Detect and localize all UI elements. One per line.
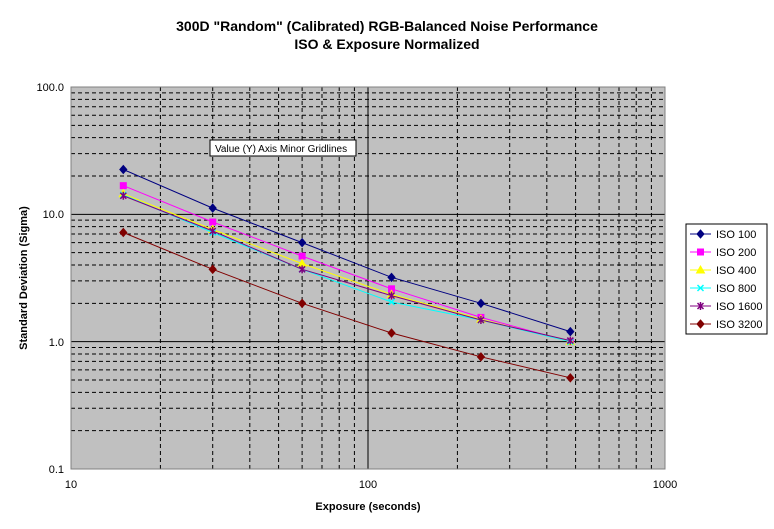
data-point-iso-1600: [477, 315, 485, 324]
data-point-iso-3200: [208, 264, 217, 275]
legend-label-iso-800: ISO 800: [716, 283, 756, 295]
tooltip-text: Value (Y) Axis Minor Gridlines: [215, 144, 347, 155]
data-point-iso-100: [476, 298, 486, 309]
data-point-iso-3200: [119, 227, 128, 238]
gridlines: [70, 86, 666, 470]
legend-item-iso-400: ISO 400: [690, 264, 756, 277]
legend-marker-iso-800: [696, 284, 705, 292]
chart-title: 300D "Random" (Calibrated) RGB-Balanced …: [176, 18, 598, 34]
data-point-iso-3200: [387, 328, 396, 338]
series-line-iso-100: [123, 169, 571, 333]
data-point-iso-100: [119, 164, 128, 175]
data-point-iso-1600: [566, 336, 574, 345]
data-point-iso-200: [298, 252, 306, 260]
legend-item-iso-1600: ISO 1600: [690, 301, 762, 313]
y-axis-tick-labels: 0.1 1.0 10.0 100.0: [36, 82, 64, 476]
data-point-iso-1600: [209, 226, 217, 235]
legend-marker-iso-3200: [696, 319, 705, 329]
legend-marker-iso-1600: [696, 302, 705, 310]
data-series: [118, 164, 576, 383]
data-point-iso-1600: [387, 291, 396, 300]
series-iso-1600: [119, 191, 574, 345]
legend-label-iso-400: ISO 400: [716, 265, 756, 277]
legend-label-iso-3200: ISO 3200: [716, 319, 762, 331]
legend-item-iso-3200: ISO 3200: [690, 319, 762, 331]
data-point-iso-100: [297, 237, 307, 248]
data-point-iso-200: [119, 182, 127, 190]
legend-marker-iso-100: [696, 229, 705, 239]
chart-subtitle: ISO & Exposure Normalized: [294, 36, 479, 52]
legend-item-iso-200: ISO 200: [690, 247, 756, 259]
data-point-iso-3200: [476, 352, 486, 362]
legend-label-iso-200: ISO 200: [716, 247, 756, 259]
data-point-iso-100: [566, 326, 575, 337]
data-point-iso-800: [387, 298, 396, 306]
legend-label-iso-1600: ISO 1600: [716, 301, 762, 313]
y-tick-label-1.0: 1.0: [49, 337, 64, 349]
y-tick-label-100.0: 100.0: [36, 82, 64, 94]
series-iso-3200: [119, 227, 575, 383]
series-line-iso-3200: [123, 232, 571, 379]
legend-marker-iso-400: [695, 264, 706, 274]
x-axis-title: Exposure (seconds): [315, 501, 420, 513]
series-iso-100: [119, 164, 575, 337]
x-tick-label-100: 100: [359, 479, 377, 491]
data-point-iso-200: [209, 218, 217, 226]
y-tick-label-10.0: 10.0: [43, 209, 64, 221]
plot-border: [70, 86, 666, 470]
x-axis-tick-labels: 10 100 1000: [65, 479, 677, 491]
data-point-iso-100: [208, 203, 217, 213]
legend: ISO 100 ISO 200 ISO 400 ISO 800 ISO 1600 ISO …: [685, 223, 768, 335]
data-point-iso-3200: [566, 373, 575, 383]
data-point-iso-1600: [119, 191, 127, 200]
legend-item-iso-100: ISO 100: [690, 229, 756, 241]
tooltip-box: [209, 139, 357, 157]
x-tick-label-10: 10: [65, 479, 77, 491]
data-point-iso-100: [387, 272, 396, 283]
x-tick-label-1000: 1000: [653, 479, 677, 491]
y-axis-title: Standard Deviation (Sigma): [18, 206, 30, 350]
data-point-iso-1600: [298, 265, 306, 274]
y-tick-label-0.1: 0.1: [49, 464, 64, 476]
data-point-iso-3200: [297, 298, 307, 309]
legend-label-iso-100: ISO 100: [716, 229, 756, 241]
gridline-tooltip: Value (Y) Axis Minor Gridlines: [209, 139, 357, 157]
legend-box: [685, 223, 768, 335]
series-line-iso-1600: [123, 195, 571, 342]
legend-item-iso-800: ISO 800: [690, 283, 756, 295]
series-line-iso-200: [123, 185, 571, 343]
legend-marker-iso-200: [697, 248, 704, 256]
